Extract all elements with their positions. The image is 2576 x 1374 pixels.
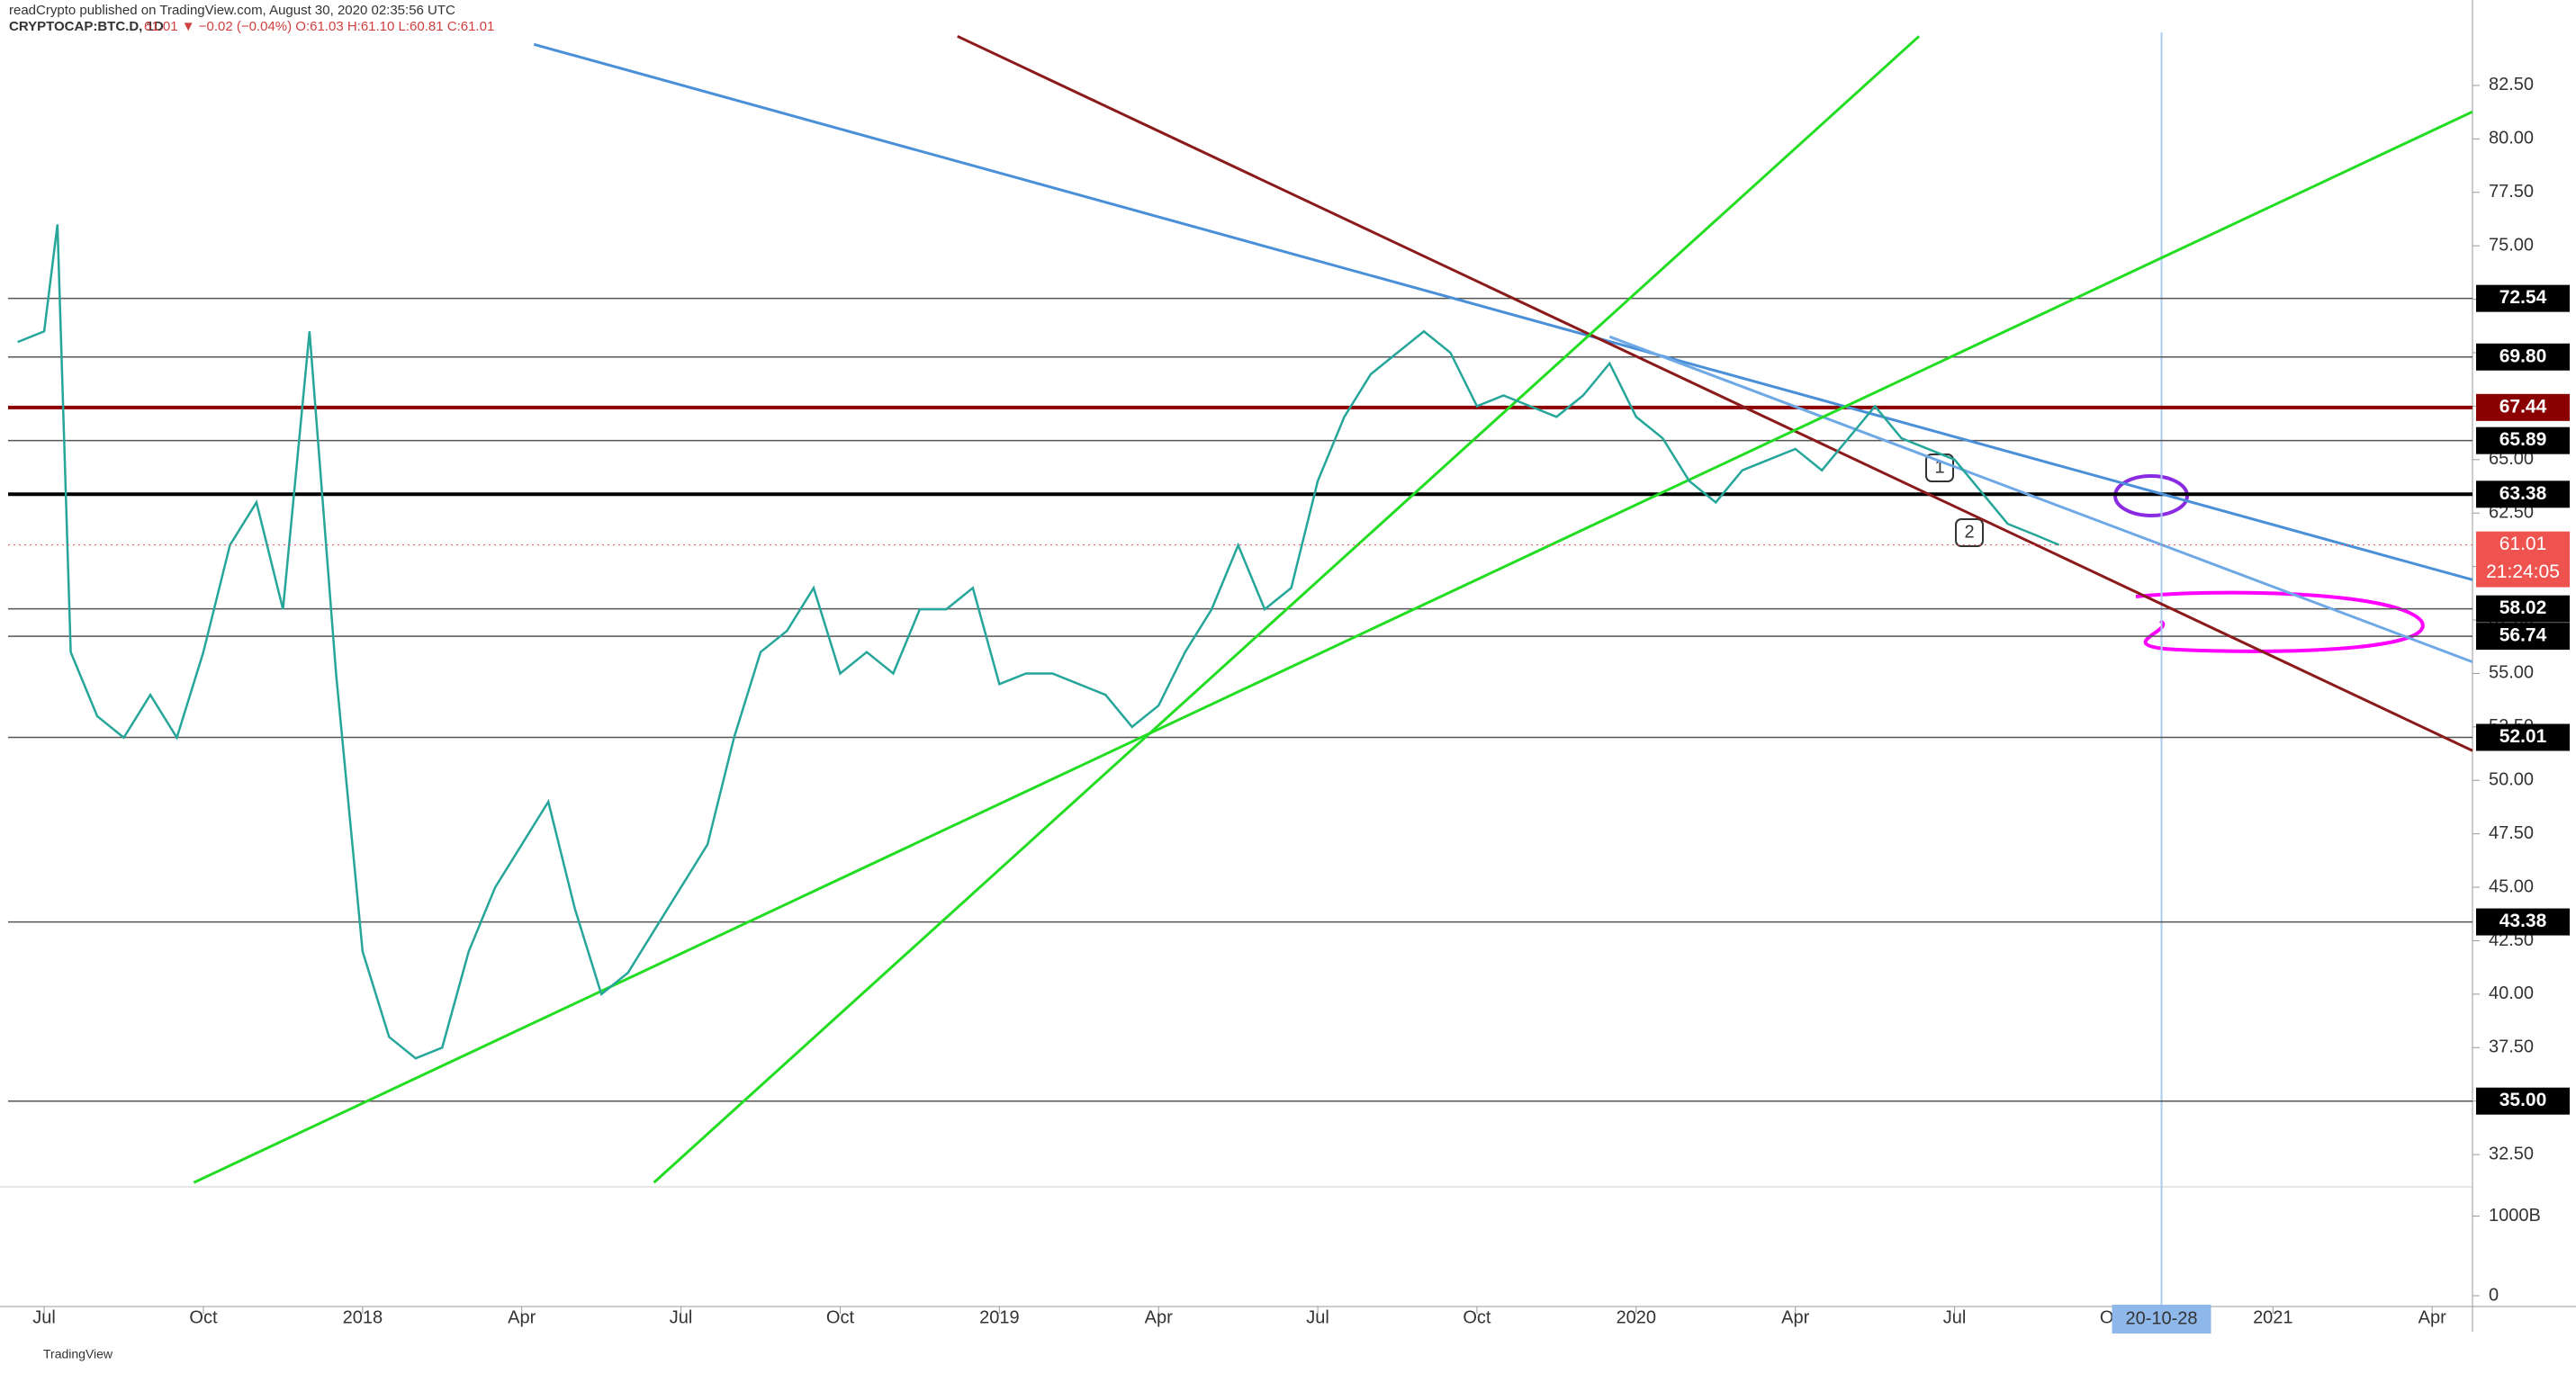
x-tick-label: Jul	[1943, 1307, 1967, 1327]
y-tick-label: 45.00	[2489, 876, 2534, 896]
y-tick-label: 40.00	[2489, 983, 2534, 1003]
trendline	[1608, 335, 2473, 664]
level-label: 56.74	[2499, 625, 2547, 646]
level-label: 72.54	[2499, 287, 2547, 308]
x-tick-label: 2019	[979, 1307, 1020, 1327]
price-line	[17, 224, 2060, 1060]
level-box	[2476, 284, 2570, 312]
x-tick-label: Apr	[1781, 1307, 1809, 1327]
x-tick-label: 2021	[2253, 1307, 2293, 1327]
x-tick-label: Oct	[826, 1307, 855, 1327]
y-tick-label: 80.00	[2489, 129, 2534, 148]
x-tick-label: Oct	[1463, 1307, 1491, 1327]
y-tick-label: 37.50	[2489, 1037, 2534, 1057]
ellipse-annotation	[2135, 590, 2425, 653]
trendline	[957, 34, 2473, 752]
last-price-label: 61.01	[2499, 534, 2547, 554]
x-tick-label: Jul	[670, 1307, 693, 1327]
x-tick-label: Oct	[189, 1307, 218, 1327]
note: 2	[1964, 522, 1974, 542]
y-tick-label: 47.50	[2489, 823, 2534, 843]
y-tick-label: 75.00	[2489, 235, 2534, 255]
x-tick-label: Apr	[2418, 1307, 2446, 1327]
note: 1	[1934, 457, 1944, 477]
level-label: 67.44	[2499, 396, 2547, 417]
level-label: 43.38	[2499, 911, 2547, 931]
level-box	[2476, 427, 2570, 454]
level-box	[2476, 1087, 2570, 1115]
level-box	[2476, 393, 2570, 421]
x-tick-label: 2018	[343, 1307, 383, 1327]
symbol: CRYPTOCAP:BTC.D, 1D	[9, 19, 164, 34]
x-tick-label: Jul	[1306, 1307, 1329, 1327]
trendline	[193, 110, 2473, 1184]
trendline	[653, 35, 1921, 1184]
level-label: 65.89	[2499, 429, 2547, 450]
y-tick-label: 50.00	[2489, 770, 2534, 790]
y-tick-label: 55.00	[2489, 663, 2534, 683]
quote: 61.01 ▼ −0.02 (−0.04%) O:61.03 H:61.10 L…	[144, 19, 494, 34]
last-price-box	[2476, 531, 2570, 588]
date-marker-box	[2112, 1305, 2211, 1334]
level-label: 69.80	[2499, 346, 2547, 366]
brand: TradingView	[43, 1347, 113, 1361]
countdown: 21:24:05	[2486, 561, 2560, 582]
level-label: 52.01	[2499, 726, 2547, 747]
x-tick-label: Apr	[508, 1307, 536, 1327]
level-box	[2476, 908, 2570, 936]
x-tick-label: 2020	[1617, 1307, 1657, 1327]
note-box	[1955, 518, 1984, 547]
level-box	[2476, 595, 2570, 623]
level-box	[2476, 343, 2570, 371]
level-box	[2476, 480, 2570, 508]
x-tick-label: Jul	[32, 1307, 56, 1327]
level-label: 35.00	[2499, 1090, 2547, 1110]
level-label: 63.38	[2499, 483, 2547, 504]
level-label: 58.02	[2499, 597, 2547, 618]
trendline	[533, 42, 2473, 581]
y-tick-label: 82.50	[2489, 75, 2534, 94]
y-tick-label: 32.50	[2489, 1144, 2534, 1163]
y-tick-label: 77.50	[2489, 182, 2534, 202]
date-marker-label: 20-10-28	[2125, 1308, 2197, 1328]
publisher: readCrypto published on TradingView.com,…	[9, 3, 455, 18]
level-box	[2476, 623, 2570, 651]
x-tick-label: Apr	[1145, 1307, 1173, 1327]
panel-tick-label: 0	[2489, 1285, 2499, 1305]
panel-tick-label: 1000B	[2489, 1206, 2541, 1226]
level-box	[2476, 723, 2570, 751]
